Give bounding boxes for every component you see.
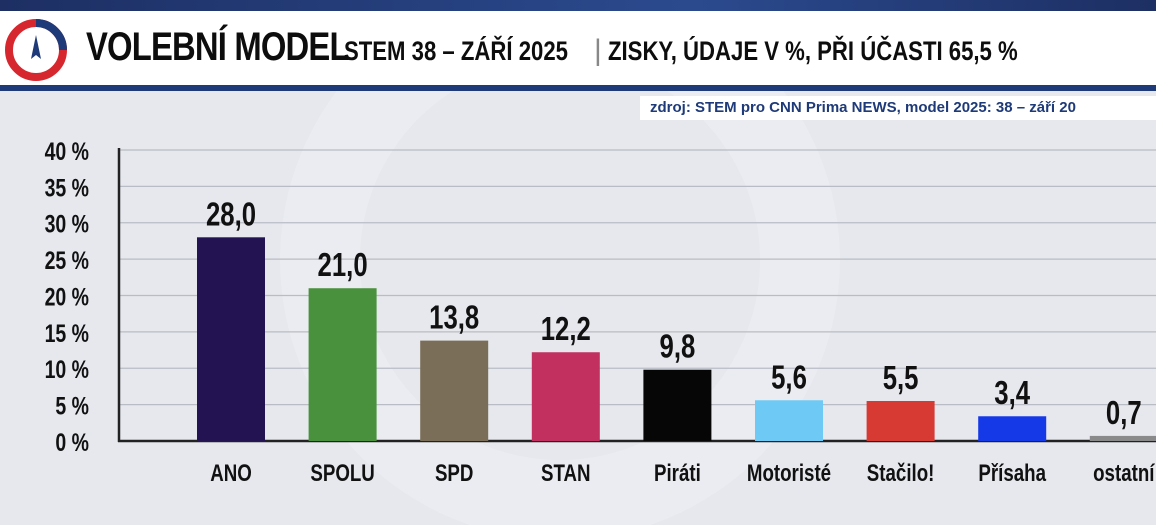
- title-bar: VOLEBNÍ MODEL STEM 38 – ZÁŘÍ 2025 | ZISK…: [0, 11, 1156, 91]
- bar: [420, 340, 489, 441]
- source-label: zdroj: STEM pro CNN Prima NEWS, model 20…: [640, 96, 1156, 120]
- category-label: ostatní: [1093, 460, 1155, 487]
- bar-value-label: 5,5: [883, 360, 919, 397]
- y-tick-label: 20 %: [45, 283, 89, 311]
- bar: [197, 237, 265, 441]
- bar: [978, 416, 1047, 441]
- category-label: ANO: [210, 460, 252, 487]
- bar-value-label: 28,0: [206, 196, 256, 233]
- bar-chart: 0 % 5 % 10 % 15 % 20 % 25 % 30 % 35 % 40 % 28,0 AN…: [45, 138, 1156, 487]
- bar: [643, 369, 712, 441]
- bar-value-label: 9,8: [660, 329, 696, 366]
- y-tick-label: 15 %: [45, 320, 89, 348]
- bar-value-label: 21,0: [318, 247, 368, 284]
- y-tick-label: 40 %: [45, 138, 89, 166]
- bar: [308, 288, 377, 441]
- y-tick-label: 30 %: [45, 210, 89, 238]
- y-tick-label: 35 %: [45, 174, 89, 202]
- y-tick-label: 10 %: [45, 356, 89, 384]
- category-label: Piráti: [654, 460, 701, 487]
- bar-value-label: 13,8: [429, 300, 479, 337]
- bar: [755, 400, 823, 441]
- category-label: Stačilo!: [867, 460, 935, 487]
- y-tick-label: 5 %: [55, 392, 89, 420]
- bar: [1089, 435, 1156, 441]
- bar-value-label: 3,4: [994, 375, 1030, 412]
- category-label: SPOLU: [310, 460, 374, 487]
- bar-value-label: 5,6: [771, 359, 807, 396]
- compass-logo-icon: [5, 19, 67, 81]
- bar-value-label: 0,7: [1106, 395, 1142, 432]
- category-label: STAN: [541, 460, 591, 487]
- y-tick-label: 0 %: [55, 429, 89, 457]
- bar: [866, 400, 935, 441]
- category-label: Přísaha: [978, 460, 1047, 487]
- bar: [531, 352, 600, 441]
- y-tick-label: 25 %: [45, 247, 89, 275]
- category-label: SPD: [435, 460, 473, 487]
- bar-value-label: 12,2: [541, 311, 591, 348]
- page-title: VOLEBNÍ MODEL: [86, 25, 350, 69]
- category-label: Motoristé: [747, 460, 831, 487]
- page-description: ZISKY, ÚDAJE V %, PŘI ÚČASTI 65,5 %: [607, 36, 1018, 66]
- page-subtitle: STEM 38 – ZÁŘÍ 2025: [344, 36, 568, 66]
- title-separator: |: [594, 34, 602, 67]
- top-strip: [0, 0, 1156, 11]
